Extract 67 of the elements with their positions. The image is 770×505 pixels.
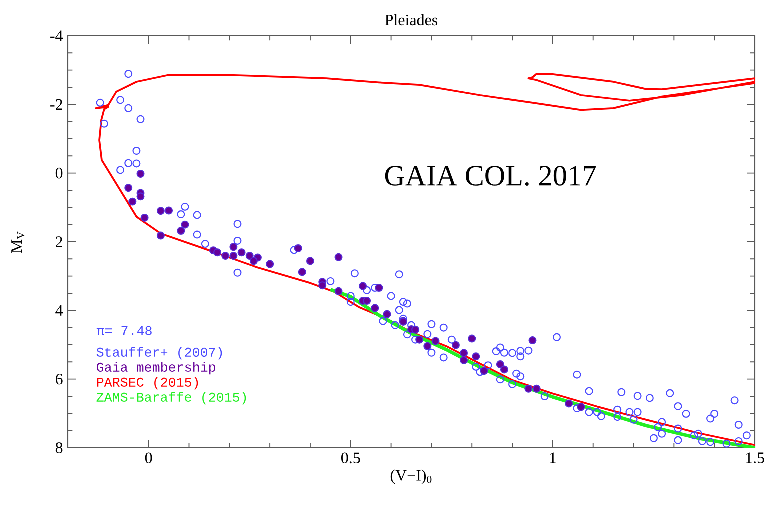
point xyxy=(246,252,254,260)
point xyxy=(383,310,392,318)
point xyxy=(496,360,504,369)
point xyxy=(375,284,384,292)
y-tick-label: 6 xyxy=(56,374,63,385)
point xyxy=(532,384,541,393)
y-tick-label: 8 xyxy=(56,442,63,454)
point xyxy=(460,356,468,364)
point xyxy=(472,352,480,361)
point xyxy=(230,252,238,260)
point xyxy=(424,342,432,350)
point xyxy=(181,220,190,229)
point xyxy=(359,282,368,290)
line-series xyxy=(328,288,756,448)
y-axis-title: M$_{V}$ xyxy=(12,232,25,254)
point xyxy=(460,349,468,358)
point xyxy=(412,326,420,334)
annotation: GAIA COL. 2017 xyxy=(385,166,596,186)
point xyxy=(500,366,508,374)
chart-title: Pleiades xyxy=(385,14,438,26)
point xyxy=(238,248,246,257)
x-tick-label: 0.5 xyxy=(341,452,360,464)
point xyxy=(214,248,222,257)
point xyxy=(136,192,145,201)
point xyxy=(524,384,533,393)
y-tick-label: -4 xyxy=(50,30,64,42)
point xyxy=(480,367,488,376)
point xyxy=(156,232,165,240)
x-axis-title: (V−I)$_{0}$ xyxy=(390,470,432,484)
x-tick-label: 1 xyxy=(550,452,556,464)
point xyxy=(318,282,327,290)
point xyxy=(334,287,343,296)
point xyxy=(294,244,302,253)
point xyxy=(177,227,186,235)
point xyxy=(298,268,306,276)
point xyxy=(250,257,258,266)
point xyxy=(565,400,574,408)
point xyxy=(124,184,133,192)
text: PARSEC (2015) xyxy=(97,377,198,390)
text: ZAMS-Baraffe (2015) xyxy=(96,392,246,405)
point xyxy=(452,341,460,350)
point xyxy=(230,243,238,252)
point xyxy=(432,337,440,346)
point xyxy=(468,334,476,343)
x-tick-label: 0 xyxy=(145,452,152,464)
point xyxy=(306,257,314,266)
point xyxy=(334,253,343,262)
point xyxy=(128,198,137,206)
point xyxy=(371,304,380,312)
point xyxy=(136,170,145,178)
y-tick-label: 4 xyxy=(56,305,64,316)
x-tick-label: 1.5 xyxy=(746,452,764,464)
point xyxy=(363,297,372,306)
text: Stauffer+ (2007) xyxy=(96,347,222,360)
annotation: π= 7.48 xyxy=(96,326,152,336)
point xyxy=(140,214,149,222)
point xyxy=(416,336,424,344)
point xyxy=(165,206,174,215)
point xyxy=(577,403,586,412)
y-tick-label: -2 xyxy=(50,99,62,110)
point xyxy=(222,252,230,260)
point xyxy=(266,260,274,268)
point xyxy=(156,207,165,216)
y-tick-label: 2 xyxy=(56,236,62,248)
y-tick-label: 0 xyxy=(56,168,63,179)
point xyxy=(528,336,537,345)
text: Gaia membership xyxy=(97,362,216,375)
